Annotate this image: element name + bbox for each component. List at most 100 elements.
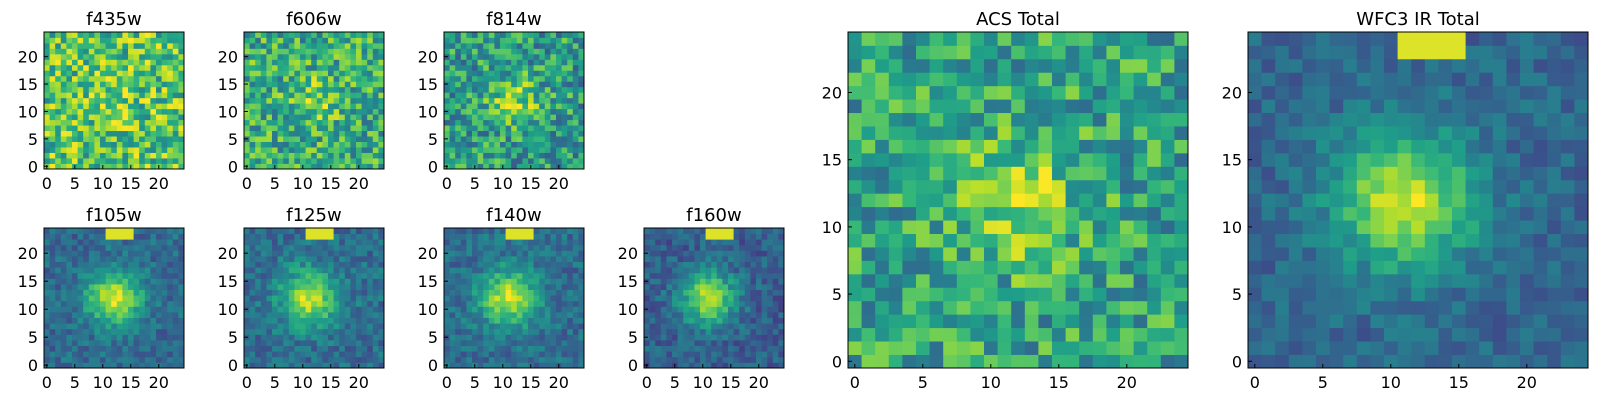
heatmap-cell [689, 267, 695, 273]
heatmap-cell [255, 32, 261, 38]
heatmap-cell [167, 318, 173, 324]
heatmap-cell [100, 273, 106, 279]
heatmap-cell [150, 125, 156, 131]
heatmap-cell [534, 142, 540, 148]
heatmap-cell [55, 351, 61, 357]
heatmap-cell [550, 153, 556, 159]
heatmap-cell [50, 267, 56, 273]
heatmap-cell [272, 103, 278, 109]
heatmap-cell [556, 273, 562, 279]
heatmap-cell [61, 284, 67, 290]
heatmap-cell [1174, 287, 1188, 301]
heatmap-cell [461, 312, 467, 318]
heatmap-cell [162, 267, 168, 273]
heatmap-cell [44, 301, 50, 307]
heatmap-cell [1052, 328, 1066, 342]
heatmap-cell [278, 43, 284, 49]
heatmap-cell [455, 346, 461, 352]
heatmap-cell [511, 262, 517, 268]
heatmap-cell [734, 228, 740, 234]
heatmap-cell [289, 76, 295, 82]
heatmap-cell [373, 87, 379, 93]
heatmap-cell [94, 92, 100, 98]
heatmap-cell [650, 250, 656, 256]
heatmap-cell [311, 245, 317, 251]
heatmap-cell [167, 346, 173, 352]
heatmap-cell [106, 158, 112, 164]
heatmap-cell [334, 340, 340, 346]
heatmap-cell [156, 284, 162, 290]
heatmap-cell [89, 357, 95, 363]
heatmap-cell [272, 109, 278, 115]
heatmap-cell [539, 37, 545, 43]
heatmap-cell [72, 301, 78, 307]
heatmap-cell [83, 278, 89, 284]
heatmap-cell [545, 142, 551, 148]
heatmap-cell [261, 92, 267, 98]
heatmap-cell [550, 306, 556, 312]
heatmap-cell [694, 239, 700, 245]
heatmap-cell [466, 340, 472, 346]
heatmap-cell [466, 76, 472, 82]
heatmap-cell [128, 306, 134, 312]
heatmap-cell [317, 136, 323, 142]
heatmap-cell [573, 284, 579, 290]
heatmap-cell [678, 346, 684, 352]
heatmap-cell [373, 295, 379, 301]
heatmap-cell [556, 92, 562, 98]
heatmap-cell [556, 37, 562, 43]
heatmap-cell [573, 70, 579, 76]
heatmap-cell [283, 81, 289, 87]
heatmap-cell [466, 109, 472, 115]
heatmap-cell [122, 98, 128, 104]
heatmap-cell [678, 290, 684, 296]
heatmap-cell [117, 32, 123, 38]
heatmap-cell [334, 103, 340, 109]
heatmap-cell [362, 142, 368, 148]
heatmap-cell [306, 48, 312, 54]
heatmap-cell [1066, 247, 1080, 261]
heatmap-cell [134, 59, 140, 65]
heatmap-cell [283, 59, 289, 65]
y-tick-label: 0 [228, 356, 238, 375]
heatmap-cell [644, 234, 650, 240]
heatmap-cell [373, 109, 379, 115]
heatmap-cell [94, 234, 100, 240]
heatmap-cell [734, 267, 740, 273]
heatmap-cell [522, 295, 528, 301]
heatmap-cell [278, 256, 284, 262]
heatmap-cell [367, 76, 373, 82]
heatmap-cell [94, 273, 100, 279]
heatmap-cell [356, 87, 362, 93]
heatmap-cell [345, 312, 351, 318]
heatmap-cell [528, 37, 534, 43]
heatmap-cell [278, 131, 284, 137]
heatmap-cell [644, 351, 650, 357]
heatmap-cell [145, 262, 151, 268]
heatmap-cell [545, 147, 551, 153]
heatmap-cell [500, 273, 506, 279]
heatmap-cell [750, 306, 756, 312]
heatmap-cell [294, 37, 300, 43]
heatmap-cell [494, 278, 500, 284]
heatmap-cell [694, 245, 700, 251]
heatmap-cell [289, 284, 295, 290]
heatmap-cell [334, 245, 340, 251]
heatmap-cell [455, 114, 461, 120]
heatmap-cell [773, 318, 779, 324]
heatmap-cell [266, 284, 272, 290]
heatmap-cell [66, 37, 72, 43]
heatmap-cell [689, 312, 695, 318]
heatmap-cell [500, 81, 506, 87]
heatmap-cell [272, 147, 278, 153]
heatmap-cell [644, 273, 650, 279]
heatmap-cell [345, 153, 351, 159]
heatmap-cell [848, 113, 862, 127]
heatmap-cell [255, 125, 261, 131]
heatmap-cell [461, 125, 467, 131]
heatmap-cell [550, 81, 556, 87]
heatmap-cell [289, 290, 295, 296]
heatmap-cell [472, 125, 478, 131]
heatmap-cell [261, 43, 267, 49]
heatmap-cell [1079, 301, 1093, 315]
